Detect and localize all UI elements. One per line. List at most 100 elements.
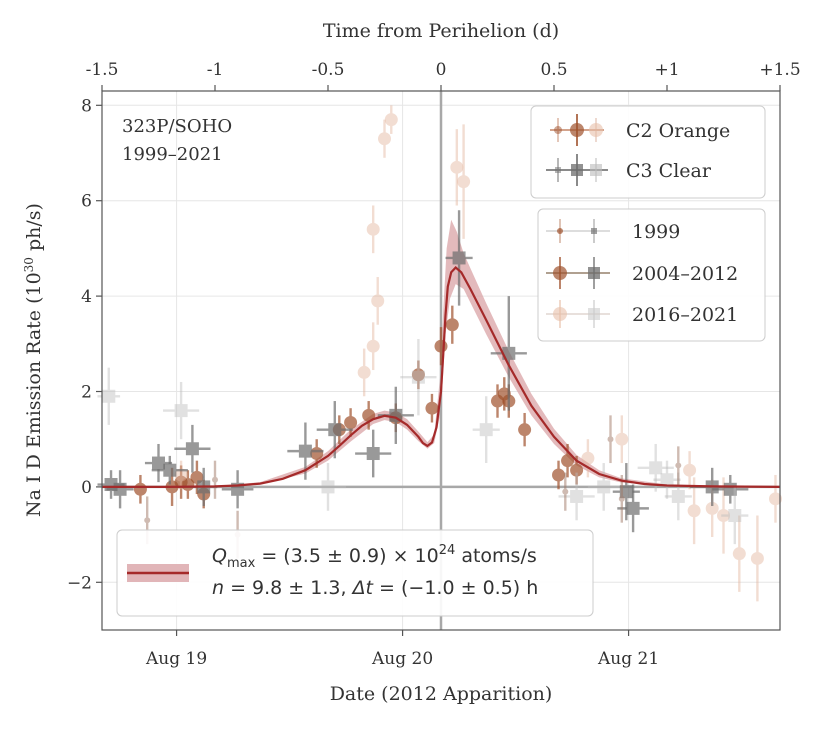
circle-marker: [561, 454, 575, 468]
square-marker: [479, 423, 493, 437]
legend-2004-label: 2004–2012: [632, 263, 738, 285]
data-point: [384, 105, 398, 134]
circle-marker: [434, 339, 448, 353]
data-point: [457, 124, 471, 239]
fit-curve: [102, 265, 781, 488]
circle-marker: [212, 476, 218, 483]
x-top-tick-label: -0.5: [312, 60, 345, 80]
data-point: [174, 424, 211, 473]
circle-marker: [445, 318, 459, 332]
year-range-label: 1999–2021: [122, 144, 223, 165]
data-point: [750, 515, 764, 602]
data-point: [97, 367, 121, 425]
legend-years: 1999 2004–2012 2016–2021: [537, 208, 766, 342]
legend-fit-box: [116, 529, 594, 617]
legend-1999-label: 1999: [632, 221, 680, 243]
circle-marker: [562, 488, 569, 495]
square-marker: [152, 456, 165, 470]
data-point: [355, 429, 392, 478]
legend-fit-line2: n = 9.8 ± 1.3, Δt = (−1.0 ± 0.5) h: [212, 577, 538, 599]
circle-marker: [344, 416, 358, 430]
square-marker: [660, 473, 674, 487]
x-top-tick-label: +1.5: [759, 60, 800, 80]
square-marker: [163, 463, 177, 477]
data-point: [362, 401, 376, 430]
circle-marker: [362, 408, 376, 422]
data-point: [721, 486, 749, 545]
data-point: [561, 443, 575, 478]
x-top-tick-label: +1: [654, 60, 679, 80]
data-point: [174, 460, 188, 490]
data-point: [212, 460, 218, 499]
square-marker: [626, 501, 640, 515]
x-bottom-tick-label: Aug 19: [145, 649, 207, 669]
y-tick-label: 0: [81, 478, 92, 498]
circle-marker: [384, 113, 398, 127]
data-point: [411, 360, 425, 390]
square-marker: [570, 489, 584, 503]
legend-c3-marker: [546, 154, 608, 186]
x-bottom-tick-label: Aug 20: [371, 649, 433, 669]
circle-marker: [144, 517, 151, 524]
x-top-tick-label: 0.5: [540, 60, 567, 80]
circle-marker: [371, 294, 385, 308]
data-point: [371, 277, 385, 325]
square-marker: [619, 485, 633, 499]
x-bottom-tick-label: Aug 21: [597, 649, 659, 669]
square-marker: [298, 444, 312, 458]
circle-marker: [518, 423, 532, 437]
circle-marker: [705, 501, 719, 515]
legend-1999-marker: [546, 219, 610, 243]
data-point: [445, 210, 473, 306]
x-top-tick-label: -1.5: [86, 60, 119, 80]
circle-marker: [357, 365, 371, 379]
data-point: [144, 443, 173, 483]
circle-marker: [768, 492, 782, 506]
circle-marker: [378, 132, 391, 146]
legend-c2-marker: [550, 114, 604, 146]
circle-marker: [310, 447, 324, 461]
circle-marker: [457, 175, 471, 189]
circle-marker: [411, 368, 425, 382]
data-point: [607, 415, 614, 464]
data-point: [344, 408, 358, 437]
legend-fit: Qmax = (3.5 ± 0.9) × 1024 atoms/s n = 9.…: [116, 529, 594, 617]
circle-marker: [581, 451, 595, 465]
data-point: [618, 474, 625, 523]
x-top-tick-label: -1: [207, 60, 224, 80]
legend-c2-label: C2 Orange: [626, 120, 730, 142]
data-point: [366, 322, 380, 371]
data-point: [768, 474, 782, 523]
circle-marker: [425, 401, 439, 415]
legend-2004-marker: [546, 257, 610, 289]
legend-c3-label: C3 Clear: [626, 160, 712, 182]
y-tick-label: 6: [81, 192, 92, 212]
data-point: [581, 439, 595, 478]
data-point: [366, 205, 380, 254]
x-top-tick-label: 0: [436, 60, 447, 80]
comet-name-label: 323P/SOHO: [122, 116, 232, 137]
square-marker: [174, 404, 188, 418]
data-point: [612, 463, 640, 521]
data-point: [552, 460, 566, 490]
y-tick-label: 4: [81, 287, 92, 307]
square-marker: [411, 370, 425, 384]
fit-curve-layer: [102, 265, 781, 488]
data-point: [615, 415, 629, 464]
square-marker: [185, 442, 199, 456]
data-point: [151, 455, 188, 485]
data-point: [518, 412, 532, 447]
circle-marker: [675, 462, 682, 469]
circle-marker: [552, 468, 566, 482]
square-marker: [671, 489, 685, 503]
circle-marker: [366, 339, 380, 353]
tick-marks: −2 0 2 4 6 8 Aug 19 Aug 20 Aug 21 -1.5 -1 -0.5 0 0.5 +…: [67, 60, 801, 669]
data-point: [309, 463, 347, 511]
y-tick-label: 2: [81, 383, 92, 403]
square-marker: [328, 423, 342, 437]
data-point: [425, 393, 439, 423]
square-marker: [113, 482, 127, 496]
data-point: [472, 396, 500, 464]
circle-marker: [732, 547, 746, 561]
